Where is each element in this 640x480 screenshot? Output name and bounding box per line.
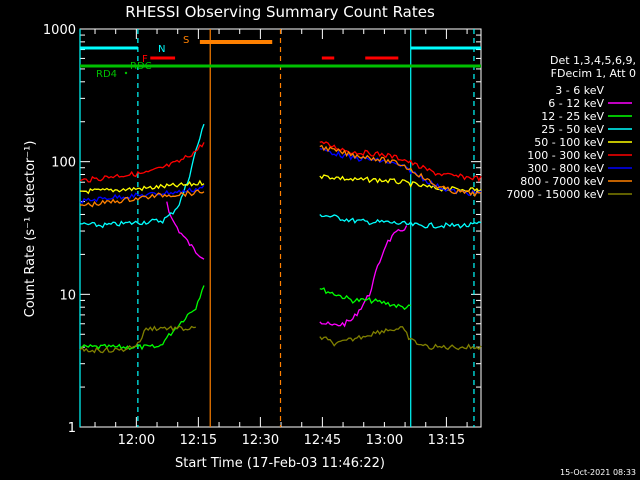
legend-entry-label: 12 - 25 keV bbox=[541, 110, 604, 123]
series-line-7 bbox=[79, 144, 482, 208]
x-tick-label: 12:00 bbox=[118, 433, 155, 448]
x-tick-label: 13:00 bbox=[366, 433, 403, 448]
legend-entry-label: 25 - 50 keV bbox=[541, 123, 604, 136]
flag-label-rdc: RDC bbox=[130, 61, 152, 72]
flag-label-n: N bbox=[158, 44, 165, 55]
series-line-1 bbox=[166, 201, 408, 328]
y-tick-label: 1000 bbox=[43, 23, 76, 38]
legend-title-line: Det 1,3,4,5,6,9, bbox=[550, 54, 636, 67]
series-line-0 bbox=[166, 188, 407, 268]
y-tick-label: 10 bbox=[59, 288, 76, 303]
series-line-2 bbox=[80, 285, 411, 351]
x-tick-label: 12:30 bbox=[242, 433, 279, 448]
flag-dot-rd4 bbox=[124, 71, 128, 75]
series-line-5 bbox=[79, 140, 482, 183]
series-line-8 bbox=[79, 325, 482, 354]
x-axis-label: Start Time (17-Feb-03 11:46:22) bbox=[175, 456, 385, 471]
legend-entry-label: 300 - 800 keV bbox=[527, 162, 604, 175]
x-tick-label: 12:45 bbox=[304, 433, 341, 448]
legend-entry-label: 3 - 6 keV bbox=[555, 84, 604, 97]
y-axis-label: Count Rate (s⁻¹ detector⁻¹) bbox=[23, 141, 38, 318]
legend-entry-label: 800 - 7000 keV bbox=[520, 175, 604, 188]
legend-title-line: FDecim 1, Att 0 bbox=[551, 67, 636, 80]
chart-title: RHESSI Observing Summary Count Rates bbox=[125, 3, 435, 21]
legend-entry-label: 100 - 300 keV bbox=[527, 149, 604, 162]
legend-entry-label: 6 - 12 keV bbox=[548, 97, 604, 110]
flag-label-s: S bbox=[183, 35, 189, 46]
y-tick-label: 100 bbox=[51, 156, 76, 171]
y-tick-label: 1 bbox=[68, 421, 76, 436]
series-line-4 bbox=[80, 174, 482, 195]
legend-entry-label: 50 - 100 keV bbox=[534, 136, 604, 149]
flag-label-f: F bbox=[142, 54, 148, 65]
x-tick-label: 13:15 bbox=[428, 433, 465, 448]
legend-entry-label: 7000 - 15000 keV bbox=[506, 188, 604, 201]
x-tick-label: 12:15 bbox=[180, 433, 217, 448]
flag-label-rd4: RD4 bbox=[96, 69, 117, 80]
timestamp: 15-Oct-2021 08:33 bbox=[560, 468, 636, 477]
